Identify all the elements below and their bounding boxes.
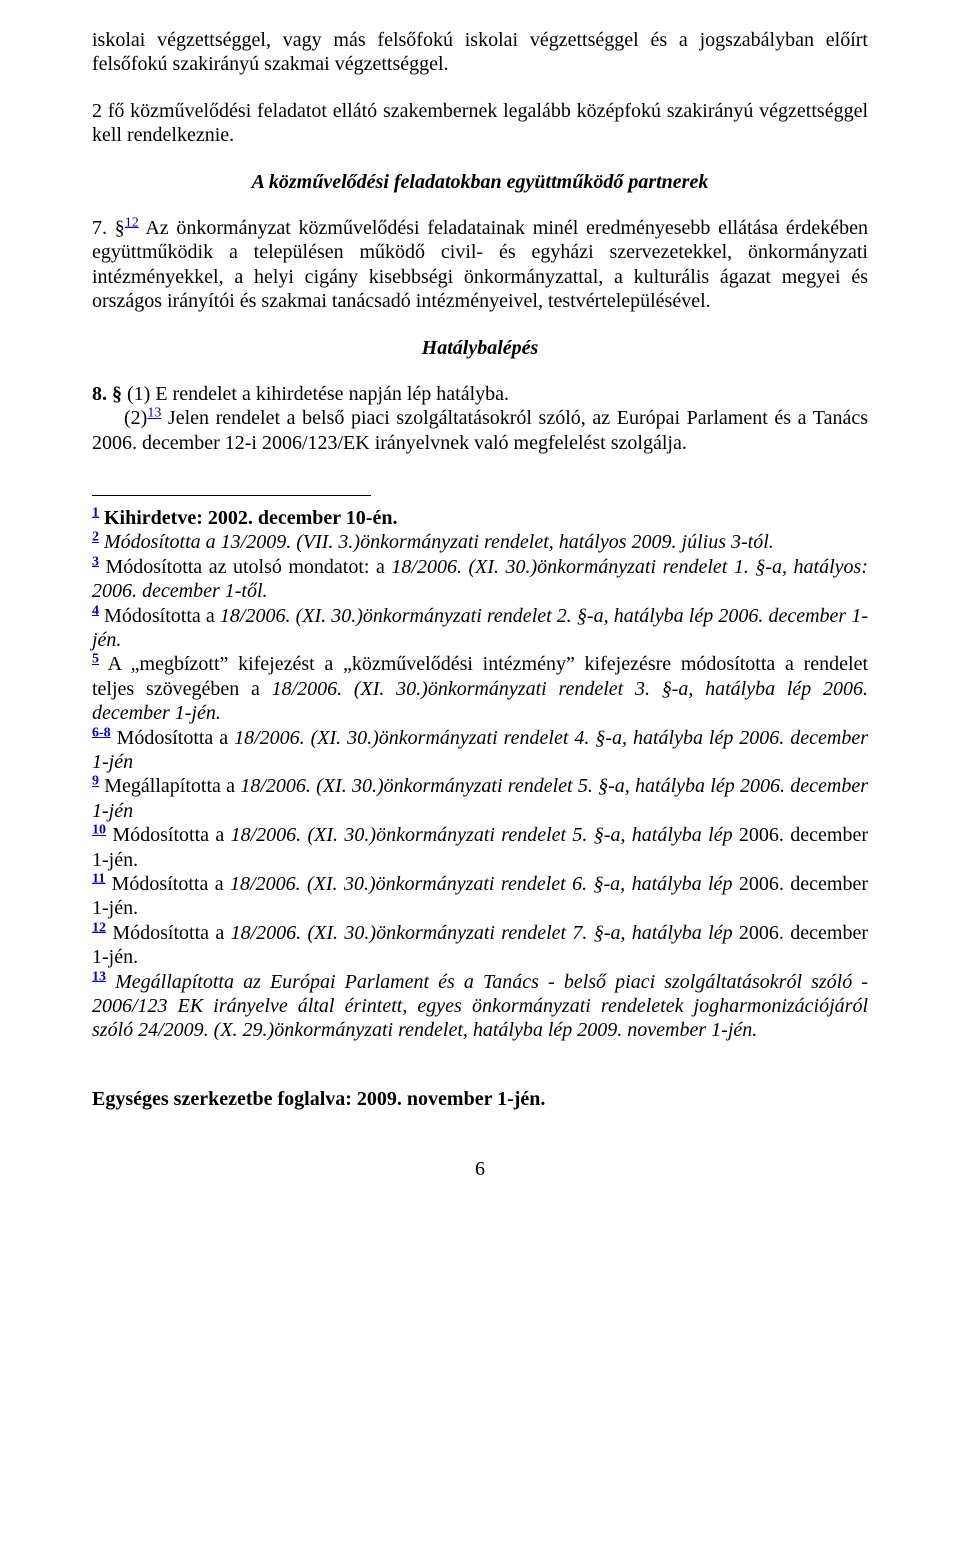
footnote-4-text-a: Módosította a bbox=[99, 605, 220, 627]
footnote-12-text-b: 18/2006. (XI. 30.)önkormányzati rendelet… bbox=[231, 922, 733, 944]
footnote-11: 11 Módosította a 18/2006. (XI. 30.)önkor… bbox=[92, 872, 868, 921]
footnote-1: 1 Kihirdetve: 2002. december 10-én. bbox=[92, 506, 868, 530]
footnote-anchor-6-8[interactable]: 6-8 bbox=[92, 725, 111, 740]
footnote-9-text-a: Megállapította a bbox=[99, 775, 240, 797]
footnote-9: 9 Megállapította a 18/2006. (XI. 30.)önk… bbox=[92, 774, 868, 823]
footnote-anchor-12[interactable]: 12 bbox=[92, 920, 106, 935]
footnote-anchor-11[interactable]: 11 bbox=[92, 871, 105, 886]
heading-partners: A közművelődési feladatokban együttműköd… bbox=[92, 170, 868, 194]
footnote-4: 4 Módosította a 18/2006. (XI. 30.)önkorm… bbox=[92, 604, 868, 653]
footnote-anchor-4[interactable]: 4 bbox=[92, 603, 99, 618]
section-8-2: (2)13 Jelen rendelet a belső piaci szolg… bbox=[92, 406, 868, 455]
section-7-lead: 7. § bbox=[92, 217, 125, 239]
section-8-2-lead: (2) bbox=[124, 407, 147, 429]
footnote-anchor-2[interactable]: 2 bbox=[92, 530, 99, 545]
footnote-anchor-9[interactable]: 9 bbox=[92, 774, 99, 789]
footnotes: 1 Kihirdetve: 2002. december 10-én. 2 Mó… bbox=[92, 506, 868, 1043]
footnote-anchor-10[interactable]: 10 bbox=[92, 823, 106, 838]
footnote-11-text-b: 18/2006. (XI. 30.)önkormányzati rendelet… bbox=[230, 873, 732, 895]
section-7-body: Az önkormányzat közművelődési feladatain… bbox=[92, 217, 868, 312]
footnote-anchor-5[interactable]: 5 bbox=[92, 652, 99, 667]
section-8-2-body: Jelen rendelet a belső piaci szolgáltatá… bbox=[92, 407, 868, 453]
heading-hatalybalepes: Hatálybalépés bbox=[92, 336, 868, 360]
footnote-68-text-a: Módosította a bbox=[111, 727, 234, 749]
footnote-2: 2 Módosította a 13/2009. (VII. 3.)önkorm… bbox=[92, 530, 868, 554]
document-page: iskolai végzettséggel, vagy más felsőfok… bbox=[0, 0, 960, 1241]
closing-line: Egységes szerkezetbe foglalva: 2009. nov… bbox=[92, 1087, 868, 1111]
footnote-13-text: Megállapította az Európai Parlament és a… bbox=[92, 971, 868, 1042]
footnote-3: 3 Módosította az utolsó mondatot: a 18/2… bbox=[92, 555, 868, 604]
footnote-11-text-a: Módosította a bbox=[105, 873, 230, 895]
paragraph-intro-tail: iskolai végzettséggel, vagy más felsőfok… bbox=[92, 28, 868, 77]
footnote-anchor-1[interactable]: 1 bbox=[92, 505, 99, 520]
section-8-1-body: (1) E rendelet a kihirdetése napján lép … bbox=[127, 383, 509, 405]
footnote-separator bbox=[92, 495, 371, 496]
section-8-lead: 8. § bbox=[92, 383, 127, 405]
footnote-3-text-a: Módosította az utolsó mondatot: a bbox=[99, 556, 391, 578]
footnote-2-text: Módosította a 13/2009. (VII. 3.)önkormán… bbox=[99, 531, 774, 553]
paragraph-2fo: 2 fő közművelődési feladatot ellátó szak… bbox=[92, 99, 868, 148]
section-8-1: 8. § (1) E rendelet a kihirdetése napján… bbox=[92, 382, 868, 406]
footnote-1-text: Kihirdetve: 2002. december 10-én. bbox=[99, 507, 397, 529]
footnote-12-text-a: Módosította a bbox=[106, 922, 231, 944]
footnote-10-text-a: Módosította a bbox=[106, 824, 231, 846]
ref-link-12[interactable]: 12 bbox=[125, 215, 139, 230]
footnote-10-text-b: 18/2006. (XI. 30.)önkormányzati rendelet… bbox=[231, 824, 733, 846]
ref-link-13[interactable]: 13 bbox=[147, 406, 161, 421]
section-8: 8. § (1) E rendelet a kihirdetése napján… bbox=[92, 382, 868, 455]
footnote-anchor-13[interactable]: 13 bbox=[92, 969, 106, 984]
paragraph-7: 7. §12 Az önkormányzat közművelődési fel… bbox=[92, 216, 868, 314]
footnote-5: 5 A „megbízott” kifejezést a „közművelőd… bbox=[92, 652, 868, 725]
page-number: 6 bbox=[92, 1157, 868, 1181]
footnote-6-8: 6-8 Módosította a 18/2006. (XI. 30.)önko… bbox=[92, 726, 868, 775]
footnote-10: 10 Módosította a 18/2006. (XI. 30.)önkor… bbox=[92, 823, 868, 872]
footnote-anchor-3[interactable]: 3 bbox=[92, 554, 99, 569]
footnote-13: 13 Megállapította az Európai Parlament é… bbox=[92, 970, 868, 1043]
footnote-12: 12 Módosította a 18/2006. (XI. 30.)önkor… bbox=[92, 921, 868, 970]
